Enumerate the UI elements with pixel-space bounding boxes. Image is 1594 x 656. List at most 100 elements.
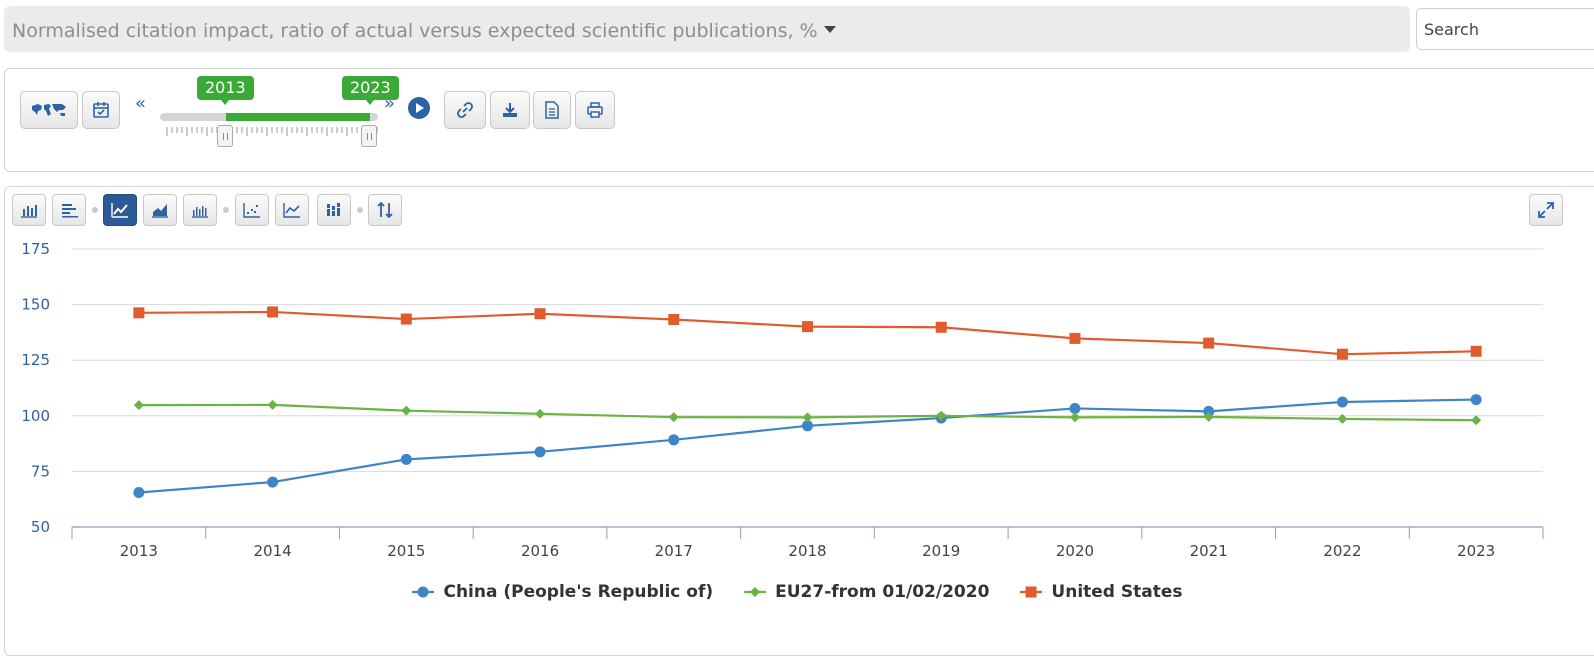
previous-year-button[interactable]: « (135, 93, 147, 114)
y-tick-label: 125 (21, 351, 50, 369)
legend-label: EU27-from 01/02/2020 (775, 582, 990, 602)
data-point[interactable] (668, 412, 679, 423)
multi-line-button[interactable] (275, 194, 309, 226)
series-group (133, 306, 1482, 360)
next-year-button[interactable]: » (384, 93, 396, 114)
x-tick-label: 2016 (521, 542, 559, 560)
start-year-handle[interactable] (217, 125, 233, 147)
legend-swatch (744, 587, 767, 597)
data-point[interactable] (267, 476, 279, 488)
data-point[interactable] (267, 306, 279, 318)
data-point (1025, 586, 1037, 598)
data-point[interactable] (400, 313, 412, 325)
year-range-slider[interactable] (160, 113, 378, 121)
data-point[interactable] (802, 420, 813, 432)
data-point[interactable] (802, 412, 813, 423)
separator-dot (357, 207, 363, 213)
print-icon (587, 102, 603, 118)
download-icon (503, 103, 517, 117)
data-point[interactable] (936, 410, 947, 421)
data-point[interactable] (1470, 394, 1482, 406)
data-point[interactable] (267, 399, 278, 410)
separator-dot (92, 207, 98, 213)
download-button[interactable] (490, 91, 530, 129)
data-point[interactable] (1336, 396, 1348, 408)
sort-icon (377, 201, 393, 219)
end-year-handle[interactable] (361, 125, 377, 147)
y-tick-label: 175 (21, 240, 50, 258)
world-map-icon (32, 104, 66, 116)
legend-item[interactable]: United States (1019, 582, 1183, 602)
data-point[interactable] (1203, 337, 1215, 349)
data-point[interactable] (534, 446, 546, 458)
data-point[interactable] (401, 405, 412, 416)
print-button[interactable] (575, 91, 615, 129)
data-point[interactable] (133, 400, 144, 411)
line-chart-button[interactable] (103, 194, 137, 226)
data-point[interactable] (1069, 402, 1081, 414)
x-tick-label: 2014 (253, 542, 291, 560)
horizontal-bar-icon (62, 204, 78, 218)
data-point[interactable] (1337, 413, 1348, 424)
y-tick-label: 150 (21, 296, 50, 314)
stacked-bar-button[interactable] (317, 194, 351, 226)
data-point[interactable] (1069, 332, 1081, 344)
calendar-button[interactable] (82, 91, 120, 129)
legend-item[interactable]: EU27-from 01/02/2020 (743, 582, 989, 602)
x-tick-label: 2013 (120, 542, 158, 560)
data-point[interactable] (133, 307, 145, 319)
grouped-bar-icon (192, 206, 208, 218)
x-tick-label: 2023 (1457, 542, 1495, 560)
data-point[interactable] (935, 321, 947, 333)
data-point[interactable] (133, 487, 145, 499)
data-point[interactable] (1471, 415, 1482, 426)
data-point[interactable] (400, 453, 412, 465)
page-title[interactable]: Normalised citation impact, ratio of act… (12, 20, 836, 42)
data-point (750, 587, 761, 597)
bar-chart-button[interactable] (12, 194, 46, 226)
series-line (138, 310, 1477, 356)
map-button[interactable] (20, 91, 78, 129)
area-chart-button[interactable] (143, 194, 177, 226)
play-icon[interactable] (408, 97, 430, 119)
scatter-chart-button[interactable] (235, 194, 269, 226)
sort-button[interactable] (368, 194, 402, 226)
data-point[interactable] (1336, 348, 1348, 360)
data-point[interactable] (1069, 412, 1080, 423)
data-point[interactable] (1470, 345, 1482, 357)
data-point[interactable] (535, 408, 546, 419)
legend-item[interactable]: China (People's Republic of) (411, 582, 713, 602)
stacked-bar-icon (327, 203, 340, 216)
fullscreen-button[interactable] (1529, 194, 1563, 226)
y-tick-label: 75 (31, 462, 50, 480)
x-tick-label: 2021 (1190, 542, 1228, 560)
data-point[interactable] (534, 308, 546, 320)
indicator-selector[interactable]: Normalised citation impact, ratio of act… (4, 6, 1410, 52)
separator-dot (223, 207, 229, 213)
y-tick-label: 100 (21, 407, 50, 425)
end-year-label: 2023 (342, 76, 399, 105)
line-chart-icon (111, 203, 128, 218)
link-button[interactable] (444, 91, 486, 129)
horizontal-bar-button[interactable] (52, 194, 86, 226)
grouped-bar-button[interactable] (183, 194, 217, 226)
legend-swatch (412, 586, 435, 598)
scatter-chart-icon (243, 203, 260, 218)
calendar-icon (93, 102, 109, 118)
y-tick-label: 50 (31, 518, 50, 536)
x-tick-label: 2020 (1056, 542, 1094, 560)
bar-chart-icon (21, 205, 37, 218)
data-point[interactable] (1203, 405, 1215, 417)
chart-legend: China (People's Republic of) EU27-from 01… (0, 580, 1594, 604)
area-chart-icon (152, 204, 168, 218)
document-button[interactable] (533, 91, 571, 129)
data-point[interactable] (802, 321, 813, 333)
data-point[interactable] (668, 434, 680, 446)
caret-down-icon (823, 26, 836, 33)
x-tick-label: 2019 (922, 542, 960, 560)
data-point[interactable] (668, 314, 680, 326)
data-point[interactable] (1203, 411, 1214, 422)
x-tick-label: 2017 (655, 542, 693, 560)
search-input[interactable] (1416, 8, 1594, 50)
